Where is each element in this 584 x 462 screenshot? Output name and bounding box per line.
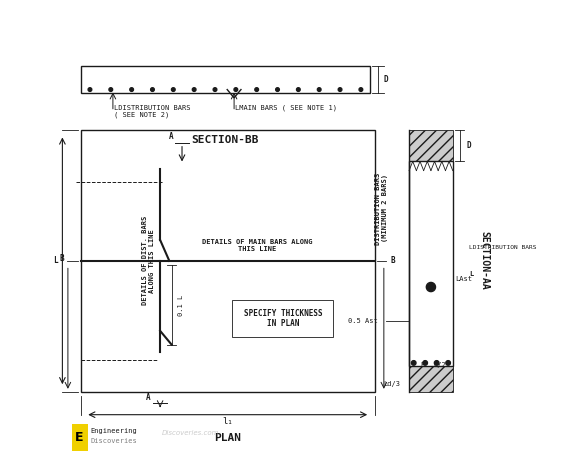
Circle shape — [338, 88, 342, 91]
Circle shape — [255, 88, 259, 91]
Bar — [72, 424, 88, 451]
Text: A: A — [147, 393, 151, 402]
Text: LDISTRIBUTION BARS: LDISTRIBUTION BARS — [469, 245, 536, 250]
Bar — [409, 161, 453, 365]
Text: LMAIN BARS ( SEE NOTE 1): LMAIN BARS ( SEE NOTE 1) — [235, 105, 337, 111]
Text: l₁: l₁ — [223, 417, 233, 426]
Text: Discoveries.com: Discoveries.com — [162, 430, 220, 436]
Circle shape — [276, 88, 279, 91]
Bar — [81, 130, 375, 392]
Bar — [409, 130, 453, 161]
Text: SPECIFY THICKNESS
IN PLAN: SPECIFY THICKNESS IN PLAN — [244, 309, 322, 328]
Circle shape — [297, 88, 300, 91]
Text: 0.5 Ast: 0.5 Ast — [348, 318, 378, 324]
Text: DETAILS OF DIST. BARS
ALONG THIS LINE: DETAILS OF DIST. BARS ALONG THIS LINE — [142, 216, 155, 305]
Text: SECTION-BB: SECTION-BB — [192, 134, 259, 145]
Text: DETAILS OF MAIN BARS ALONG
THIS LINE: DETAILS OF MAIN BARS ALONG THIS LINE — [202, 239, 312, 252]
Text: E: E — [75, 431, 84, 444]
Text: L: L — [469, 271, 473, 277]
Circle shape — [446, 361, 450, 365]
Text: P: P — [420, 362, 425, 368]
Circle shape — [423, 361, 427, 365]
Text: Discoveries: Discoveries — [91, 438, 138, 444]
Bar — [409, 365, 453, 392]
Circle shape — [192, 88, 196, 91]
Circle shape — [109, 88, 113, 91]
Circle shape — [151, 88, 154, 91]
Circle shape — [172, 88, 175, 91]
Text: Ld/3: Ld/3 — [383, 381, 400, 387]
Text: D: D — [384, 75, 388, 84]
Circle shape — [359, 88, 363, 91]
Bar — [232, 300, 333, 337]
Text: L: L — [53, 256, 58, 265]
Circle shape — [234, 88, 238, 91]
Text: A: A — [169, 133, 174, 141]
Text: SECTION-AA: SECTION-AA — [480, 231, 490, 290]
Text: DISTRIBUTION BARS
(MINIMUM 2 BARS): DISTRIBUTION BARS (MINIMUM 2 BARS) — [375, 172, 388, 244]
Circle shape — [426, 282, 436, 292]
Text: B: B — [59, 254, 64, 263]
Text: 0.1 L: 0.1 L — [179, 294, 185, 316]
Text: B: B — [391, 256, 395, 265]
Circle shape — [130, 88, 134, 91]
Text: P/2: P/2 — [433, 362, 446, 368]
Text: LDISTRIBUTION BARS
( SEE NOTE 2): LDISTRIBUTION BARS ( SEE NOTE 2) — [114, 105, 190, 118]
Circle shape — [88, 88, 92, 91]
Text: PLAN: PLAN — [214, 433, 241, 443]
Circle shape — [213, 88, 217, 91]
Circle shape — [434, 361, 439, 365]
Text: D: D — [467, 141, 471, 150]
Text: Engineering: Engineering — [91, 428, 138, 434]
Circle shape — [411, 361, 416, 365]
Bar — [81, 66, 370, 93]
Text: LAst: LAst — [455, 276, 472, 282]
Circle shape — [317, 88, 321, 91]
